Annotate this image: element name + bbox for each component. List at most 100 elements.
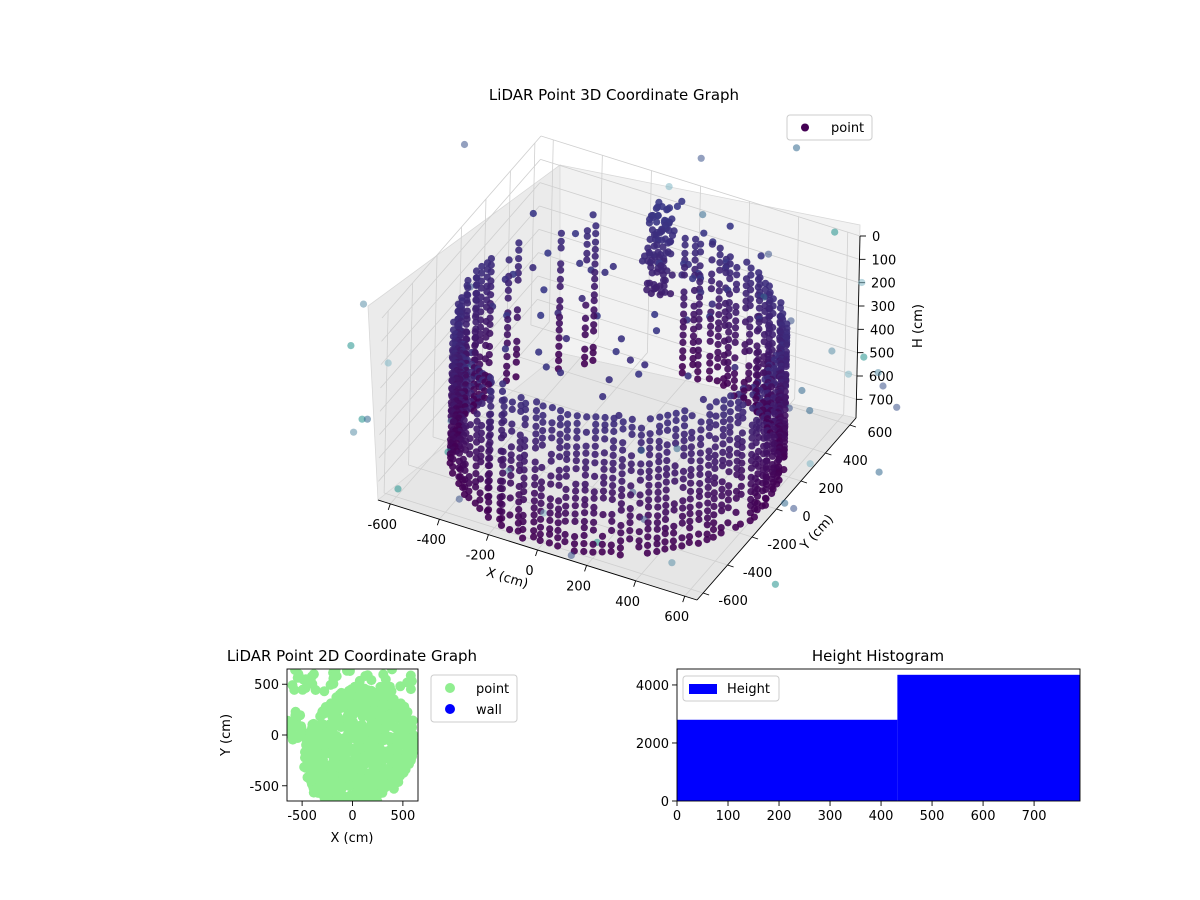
- point-3d: [745, 369, 753, 377]
- point-3d: [477, 284, 485, 292]
- y-tick: [800, 480, 808, 484]
- point-3d: [617, 335, 626, 343]
- point-3d: [636, 491, 644, 499]
- point-3d: [459, 483, 467, 492]
- point-3d: [485, 424, 493, 432]
- point-3d: [696, 262, 704, 270]
- point-3d: [679, 467, 688, 475]
- point-3d: [717, 529, 725, 537]
- point-3d: [499, 380, 507, 388]
- x-tick-label-hist: 200: [767, 809, 792, 824]
- point-3d: [554, 511, 562, 519]
- point-3d: [508, 398, 516, 406]
- point-3d: [747, 464, 756, 472]
- point-3d: [742, 289, 750, 297]
- point-3d: [654, 473, 663, 481]
- point-3d: [478, 262, 486, 271]
- point-3d: [618, 477, 626, 485]
- point-3d: [580, 517, 589, 526]
- point-2d: [366, 782, 377, 793]
- point-3d: [704, 491, 712, 499]
- y-tick-label: 0: [802, 510, 810, 525]
- point-3d: [652, 327, 661, 335]
- point-2d: [361, 800, 368, 801]
- point-3d: [637, 446, 645, 454]
- point-3d: [724, 365, 732, 373]
- point-3d: [612, 348, 620, 356]
- point-2d: [371, 762, 382, 773]
- point-3d: [669, 537, 678, 545]
- point-3d: [709, 533, 717, 541]
- grid-line: [539, 182, 860, 284]
- point-3d: [893, 403, 901, 411]
- point-3d: [564, 411, 572, 419]
- point-3d: [732, 302, 740, 311]
- point-3d: [548, 404, 557, 412]
- point-3d: [696, 479, 704, 488]
- point-3d: [484, 477, 492, 486]
- point-3d: [544, 249, 552, 257]
- point-3d: [679, 354, 687, 362]
- point-3d: [681, 414, 689, 422]
- point-2d: [319, 686, 330, 697]
- point-3d: [555, 334, 563, 342]
- point-3d: [740, 394, 748, 402]
- point-3d: [745, 362, 753, 370]
- y-tick-label-2d: 0: [271, 729, 279, 744]
- point-3d: [618, 462, 626, 470]
- point-3d: [608, 526, 616, 535]
- point-3d: [635, 528, 643, 536]
- point-3d: [673, 445, 681, 453]
- point-3d: [659, 271, 667, 279]
- point-3d: [706, 359, 714, 367]
- point-3d: [644, 541, 652, 550]
- point-3d: [662, 471, 671, 479]
- point-3d: [609, 451, 617, 459]
- point-3d: [724, 504, 732, 512]
- point-3d: [461, 466, 469, 474]
- point-3d: [581, 486, 589, 494]
- point-3d: [681, 407, 689, 415]
- point-2d: [330, 715, 341, 726]
- point-3d: [484, 513, 492, 521]
- y-tick-label-2d: 500: [254, 678, 279, 693]
- point-3d: [600, 465, 608, 473]
- point-3d: [515, 467, 524, 475]
- point-3d: [607, 541, 615, 549]
- point-3d: [688, 428, 696, 436]
- point-3d: [719, 432, 727, 440]
- point-2d: [331, 692, 342, 703]
- point-3d: [697, 426, 705, 434]
- point-3d: [486, 396, 494, 404]
- point-3d: [661, 538, 669, 546]
- legend-height-marker: [689, 684, 717, 694]
- point-2d: [335, 791, 346, 801]
- point-3d: [711, 451, 719, 459]
- point-3d: [646, 437, 654, 445]
- point-3d: [755, 304, 764, 312]
- point-3d: [681, 234, 689, 242]
- point-2d: [366, 800, 373, 801]
- point-2d: [314, 734, 325, 745]
- point-3d: [466, 450, 474, 458]
- point-3d: [691, 256, 699, 264]
- point-3d: [472, 318, 480, 326]
- y-tick: [849, 424, 857, 428]
- point-2d: [378, 691, 389, 702]
- point-3d: [709, 525, 718, 534]
- point-3d: [503, 369, 511, 377]
- point-3d: [684, 372, 692, 380]
- point-3d: [732, 508, 740, 516]
- point-2d: [356, 773, 367, 784]
- point-3d: [679, 504, 687, 512]
- y-tick-label: -400: [743, 566, 773, 581]
- point-3d: [696, 464, 704, 472]
- point-2d: [293, 669, 304, 679]
- point-3d: [697, 154, 705, 162]
- point-3d: [647, 263, 655, 271]
- point-3d: [681, 241, 689, 249]
- point-3d: [755, 318, 763, 326]
- point-3d: [532, 414, 540, 422]
- z-tick-label: 0: [872, 230, 880, 245]
- grid-line: [408, 282, 413, 466]
